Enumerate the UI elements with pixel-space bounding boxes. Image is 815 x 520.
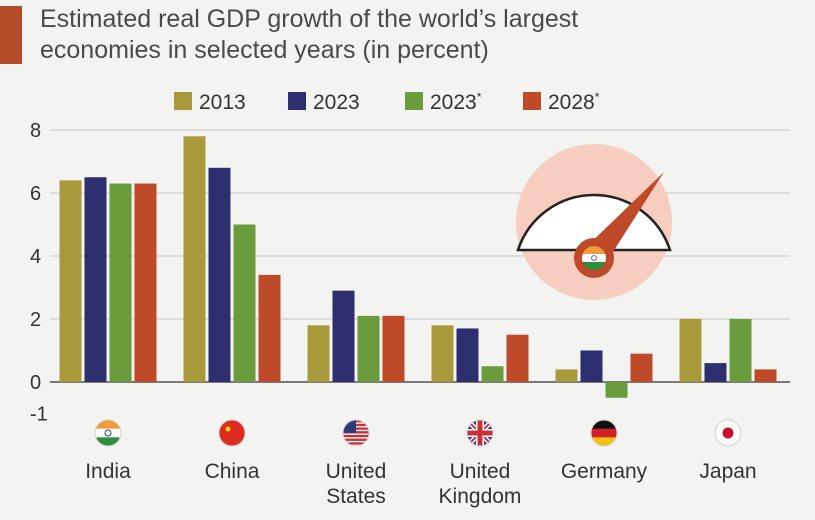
y-tick-label: 8 xyxy=(30,120,41,142)
category-label: Kingdom xyxy=(439,485,522,508)
legend-label: 2013 xyxy=(199,91,246,114)
x-axis-category-labels: India China UnitedStatesUnitedKingdomGerma… xyxy=(85,460,756,508)
bar-2023-projected-china xyxy=(233,224,256,382)
flag-band xyxy=(591,428,617,438)
bar-2013-india xyxy=(59,180,82,382)
legend-year: 2013 xyxy=(199,91,246,114)
bar-2013-germany xyxy=(555,369,578,382)
legend-entry-2013: 2013 xyxy=(174,91,246,114)
flag-band xyxy=(591,437,617,446)
legend-projection-marker: * xyxy=(477,90,482,104)
bar-2023-projected-germany xyxy=(605,382,628,398)
legend-label: 2028* xyxy=(548,90,600,114)
bar-2028-projected-japan xyxy=(754,369,777,382)
legend-label: 2023 xyxy=(313,91,360,114)
gridlines xyxy=(50,129,790,383)
bar-2023-united-states xyxy=(332,290,355,382)
india-flag-icon xyxy=(95,420,121,446)
flag-field xyxy=(219,420,245,446)
legend-swatch xyxy=(174,92,192,110)
bar-2028-projected-united-kingdom xyxy=(506,334,529,382)
category-label: China xyxy=(205,460,260,483)
country-flags xyxy=(94,419,742,447)
flag-outline xyxy=(218,419,246,447)
legend-swatch xyxy=(405,92,423,110)
flag-outline xyxy=(94,419,122,447)
y-tick-label: 0 xyxy=(30,372,41,394)
category-label: India xyxy=(85,460,131,483)
bar-2013-china xyxy=(183,136,206,382)
bar-2013-united-states xyxy=(307,325,330,382)
uk-flag-icon xyxy=(467,420,493,446)
title-accent-bar xyxy=(0,6,22,64)
flag-band xyxy=(582,254,606,262)
legend-year: 2023 xyxy=(430,91,477,114)
chart-title-line-2: economies in selected years (in percent) xyxy=(40,36,489,64)
flag-outline xyxy=(714,419,742,447)
japan-flag-icon xyxy=(715,420,741,446)
bar-2028-projected-germany xyxy=(630,353,653,382)
chart-title-line-1: Estimated real GDP growth of the world’s… xyxy=(40,5,579,33)
speedometer-icon xyxy=(516,144,672,300)
legend-year: 2023 xyxy=(313,91,360,114)
bar-2023-projected-united-kingdom xyxy=(481,366,504,382)
bar-2023-japan xyxy=(704,363,727,382)
legend-entry-2023: 2023 xyxy=(288,91,360,114)
bar-2023-united-kingdom xyxy=(456,328,479,382)
flag-band xyxy=(95,437,121,446)
india-flag-icon xyxy=(582,246,606,270)
bar-2023-india xyxy=(84,177,107,382)
chart-title: Estimated real GDP growth of the world’s… xyxy=(40,4,578,66)
usa-flag-icon xyxy=(343,420,369,446)
legend-year: 2028 xyxy=(548,91,595,114)
category-label: United xyxy=(326,460,387,483)
flag-stripe xyxy=(343,434,369,438)
category-label: Japan xyxy=(699,460,756,483)
flag-band xyxy=(95,428,121,438)
flag-stripe xyxy=(343,438,369,441)
bar-2023-projected-japan xyxy=(729,319,752,382)
legend-projection-marker: * xyxy=(595,90,600,104)
legend-entry-2023-projected: 2023* xyxy=(405,90,482,114)
flag-outline xyxy=(590,419,618,447)
flag-band xyxy=(582,246,606,255)
bar-2028-projected-united-states xyxy=(382,315,405,382)
bars xyxy=(59,136,777,398)
y-tick-label: 2 xyxy=(30,309,41,331)
germany-flag-icon xyxy=(591,420,617,446)
category-label: United xyxy=(450,460,511,483)
y-tick-label: 6 xyxy=(30,183,41,205)
category-label: Germany xyxy=(561,460,648,483)
bar-2023-projected-india xyxy=(109,183,132,382)
flag-star xyxy=(225,426,231,432)
y-tick-label: 4 xyxy=(30,246,41,268)
flag-band xyxy=(582,262,606,270)
bar-2028-projected-china xyxy=(258,274,281,382)
flag-stripe xyxy=(343,442,369,445)
bar-2023-china xyxy=(208,167,231,382)
bar-2023-germany xyxy=(580,350,603,382)
legend: 2013 2023 2023* 2028* xyxy=(174,90,600,114)
legend-entry-2028-projected: 2028* xyxy=(523,90,600,114)
flag-band xyxy=(95,420,121,430)
flag-cross-red xyxy=(477,420,483,446)
flag-wheel xyxy=(591,255,597,261)
category-label: States xyxy=(326,485,386,508)
legend-swatch xyxy=(288,92,306,110)
flag-wheel xyxy=(104,429,112,437)
flag-outline xyxy=(342,419,370,447)
legend-swatch xyxy=(523,92,541,110)
bar-2013-japan xyxy=(679,319,702,382)
y-axis-tick-labels: 8 6 4 2 0 -1 xyxy=(30,120,48,426)
bar-2023-projected-united-states xyxy=(357,315,380,382)
flag-outline xyxy=(466,419,494,447)
bar-2028-projected-india xyxy=(134,183,157,382)
y-tick-label: -1 xyxy=(30,404,48,426)
china-flag-icon xyxy=(219,420,245,446)
flag-disc xyxy=(722,427,734,439)
legend-label: 2023* xyxy=(430,90,482,114)
bar-2013-united-kingdom xyxy=(431,325,454,382)
flag-band xyxy=(591,420,617,430)
